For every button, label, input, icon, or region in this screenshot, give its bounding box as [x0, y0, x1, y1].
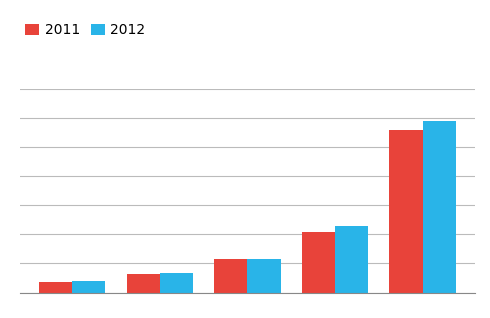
Bar	[160, 273, 193, 293]
Bar	[247, 259, 281, 293]
Bar	[335, 226, 368, 293]
Bar	[126, 274, 160, 293]
Legend: 2011, 2012: 2011, 2012	[20, 18, 151, 43]
Bar	[423, 121, 456, 293]
Bar	[39, 282, 72, 293]
Bar	[302, 232, 335, 293]
Bar	[72, 281, 105, 293]
Bar	[214, 259, 247, 293]
Bar	[390, 130, 423, 293]
